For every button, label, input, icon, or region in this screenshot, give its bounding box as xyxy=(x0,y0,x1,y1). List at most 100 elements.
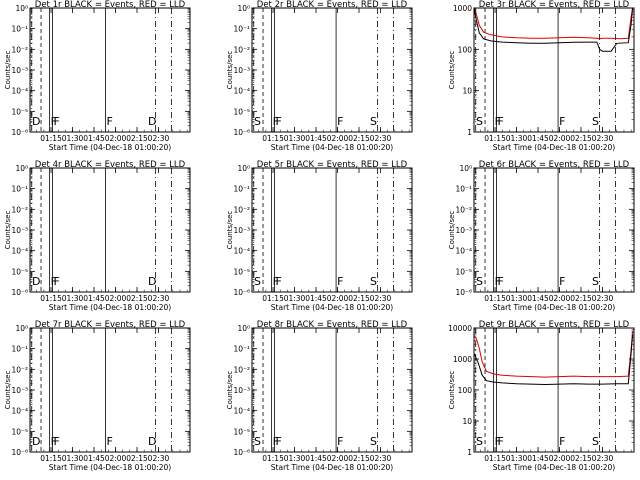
event-marker-label: F xyxy=(53,115,59,128)
x-tick-label: 01:30 xyxy=(506,134,528,143)
event-marker-label: F xyxy=(559,435,565,448)
x-axis-label: Start Time (04-Dec-18 01:00:20) xyxy=(493,463,615,472)
x-tick-label: 02:15 xyxy=(348,454,370,463)
event-marker-label: D xyxy=(32,115,40,128)
y-tick-label: 10⁻³ xyxy=(233,386,250,395)
chart-title: Det 3r BLACK = Events, RED = LLD xyxy=(479,0,630,10)
y-tick-label: 10⁻² xyxy=(233,365,250,374)
event-marker-label: F xyxy=(497,435,503,448)
event-marker-label: F xyxy=(495,435,501,448)
y-tick-label: 10⁻⁴ xyxy=(11,247,28,256)
chart-panel-7: Det 7r BLACK = Events, RED = LLD 10⁰ 10⁻¹ 1… xyxy=(4,320,191,472)
y-tick-label: 10⁻³ xyxy=(233,226,250,235)
event-marker-label: F xyxy=(495,115,501,128)
event-marker-label: F xyxy=(275,115,281,128)
plot-frame xyxy=(251,167,413,293)
y-tick-label: 10⁻¹ xyxy=(11,25,28,34)
y-tick-label: 10⁻² xyxy=(455,205,472,214)
chart-title: Det 6r BLACK = Events, RED = LLD xyxy=(479,160,630,170)
y-tick-label: 10⁻¹ xyxy=(455,185,472,194)
events-series-line xyxy=(474,334,634,386)
x-axis-label: Start Time (04-Dec-18 01:00:20) xyxy=(271,463,393,472)
plot-frame xyxy=(473,327,635,453)
event-marker-label: F xyxy=(106,435,112,448)
y-tick-label: 10⁻⁵ xyxy=(233,107,250,116)
plot-frame xyxy=(29,327,191,453)
y-tick-label: 10⁻⁵ xyxy=(11,267,28,276)
chart-panel-3: Det 3r BLACK = Events, RED = LLD 1 10 100 10… xyxy=(448,0,635,152)
event-marker-label: S xyxy=(254,275,261,288)
plot-frame xyxy=(251,7,413,133)
x-tick-label: 02:30 xyxy=(592,454,614,463)
y-tick-label: 10⁻⁶ xyxy=(233,448,250,457)
x-axis-label: Start Time (04-Dec-18 01:00:20) xyxy=(271,303,393,312)
event-marker-label: D xyxy=(148,115,156,128)
event-marker-label: F xyxy=(273,435,279,448)
chart-title: Det 4r BLACK = Events, RED = LLD xyxy=(35,160,186,170)
x-tick-label: 01:15 xyxy=(484,134,506,143)
x-tick-label: 01:45 xyxy=(83,294,105,303)
chart-panel-6: Det 6r BLACK = Events, RED = LLD 10⁰ 10⁻¹ 1… xyxy=(448,160,635,312)
y-tick-label: 10⁻³ xyxy=(11,66,28,75)
events-series-line xyxy=(474,8,634,52)
x-tick-label: 01:30 xyxy=(62,134,84,143)
y-tick-label: 10⁻⁵ xyxy=(11,427,28,436)
y-tick-label: 10⁻¹ xyxy=(11,345,28,354)
x-tick-label: 02:15 xyxy=(126,454,148,463)
x-tick-label: 02:00 xyxy=(549,134,571,143)
x-tick-label: 02:30 xyxy=(370,454,392,463)
x-tick-label: 01:30 xyxy=(506,454,528,463)
y-tick-label: 10⁻⁵ xyxy=(233,427,250,436)
plot-frame xyxy=(29,167,191,293)
y-tick-label: 10000 xyxy=(448,324,472,333)
y-axis-label: Counts/sec xyxy=(4,371,12,410)
y-tick-label: 10⁻² xyxy=(11,365,28,374)
x-tick-label: 02:15 xyxy=(126,294,148,303)
x-tick-label: 02:15 xyxy=(348,134,370,143)
y-tick-label: 10⁻³ xyxy=(11,226,28,235)
y-tick-label: 10⁰ xyxy=(237,4,250,13)
x-tick-label: 02:00 xyxy=(549,454,571,463)
x-tick-label: 02:00 xyxy=(327,454,349,463)
x-tick-label: 02:30 xyxy=(370,294,392,303)
event-marker-label: S xyxy=(254,115,261,128)
chart-panel-9: Det 9r BLACK = Events, RED = LLD 1 10 100 10… xyxy=(448,320,635,472)
x-tick-label: 02:00 xyxy=(105,134,127,143)
plot-frame xyxy=(473,7,635,133)
y-tick-label: 1000 xyxy=(453,355,472,364)
x-tick-label: 01:30 xyxy=(284,454,306,463)
x-tick-label: 01:15 xyxy=(484,294,506,303)
chart-panel-5: Det 5r BLACK = Events, RED = LLD 10⁰ 10⁻¹ 1… xyxy=(226,160,413,312)
event-marker-label: F xyxy=(53,275,59,288)
chart-panel-8: Det 8r BLACK = Events, RED = LLD 10⁰ 10⁻¹ 1… xyxy=(226,320,413,472)
x-tick-label: 02:00 xyxy=(549,294,571,303)
x-tick-label: 01:45 xyxy=(527,454,549,463)
event-marker-label: S xyxy=(592,115,599,128)
x-tick-label: 01:15 xyxy=(40,454,62,463)
y-tick-label: 10⁰ xyxy=(15,324,28,333)
x-axis-label: Start Time (04-Dec-18 01:00:20) xyxy=(49,463,171,472)
y-tick-label: 10⁻⁴ xyxy=(233,407,250,416)
event-marker-label: S xyxy=(370,435,377,448)
y-tick-label: 1 xyxy=(467,128,472,137)
y-axis-label: Counts/sec xyxy=(4,211,12,250)
x-tick-label: 01:30 xyxy=(284,134,306,143)
event-marker-label: F xyxy=(51,115,57,128)
y-tick-label: 10⁻³ xyxy=(233,66,250,75)
x-tick-label: 02:00 xyxy=(105,294,127,303)
y-tick-label: 10⁻³ xyxy=(455,226,472,235)
y-tick-label: 10⁻² xyxy=(11,205,28,214)
chart-panel-1: Det 1r BLACK = Events, RED = LLD 10⁰ 10⁻¹ 1… xyxy=(4,0,191,152)
x-tick-label: 01:45 xyxy=(305,134,327,143)
event-marker-label: S xyxy=(476,435,483,448)
y-tick-label: 10⁰ xyxy=(459,164,472,173)
plot-frame xyxy=(473,167,635,293)
x-tick-label: 02:00 xyxy=(327,294,349,303)
x-tick-label: 02:30 xyxy=(370,134,392,143)
y-tick-label: 10⁻⁴ xyxy=(233,87,250,96)
event-marker-label: S xyxy=(370,275,377,288)
y-tick-label: 10 xyxy=(462,87,472,96)
event-marker-label: F xyxy=(275,435,281,448)
y-axis-label: Counts/sec xyxy=(448,51,456,90)
x-tick-label: 02:15 xyxy=(126,134,148,143)
